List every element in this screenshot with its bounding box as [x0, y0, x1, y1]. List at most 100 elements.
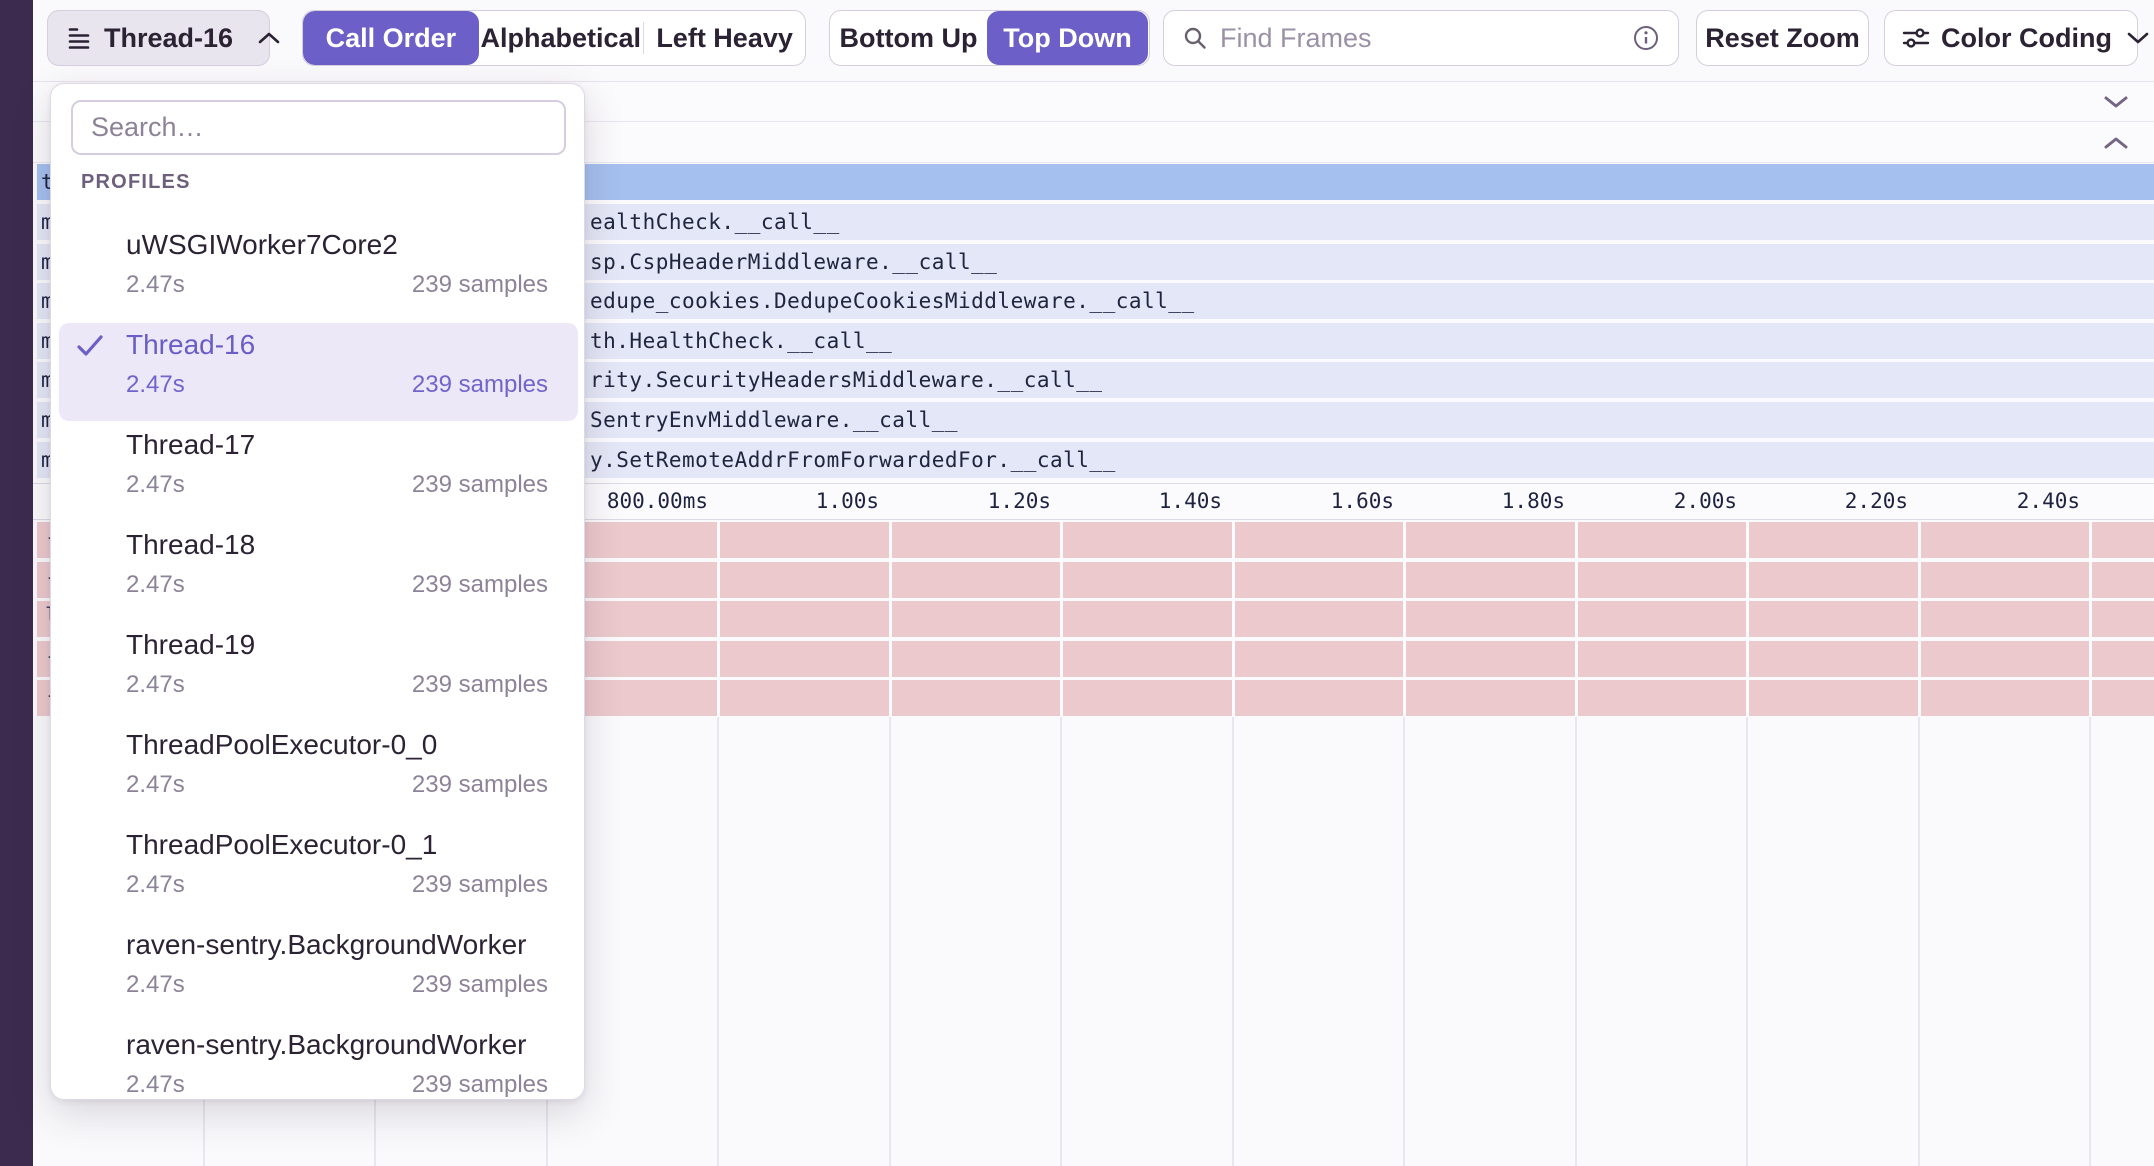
frame-label: edupe_cookies.DedupeCookiesMiddleware.__… — [590, 289, 1195, 313]
sliders-icon — [1901, 25, 1931, 51]
profile-item-name: Thread-17 — [126, 429, 256, 460]
profile-item-duration: 2.47s — [126, 271, 185, 298]
grid-line — [2089, 717, 2091, 1166]
axis-tick-label: 800.00ms — [606, 489, 708, 513]
profile-item-meta: 2.47s 239 samples — [126, 271, 548, 299]
profile-item-duration: 2.47s — [126, 671, 185, 698]
profile-item-samples: 239 samples — [411, 271, 548, 298]
profile-item-thread-16[interactable]: Thread-16 2.47s 239 samples — [59, 323, 578, 421]
profile-item-name: Thread-18 — [126, 529, 256, 560]
app-sidebar — [0, 0, 33, 1166]
thread-dropdown: PROFILES uWSGIWorker7Core2 2.47s 239 sampl… — [50, 83, 585, 1100]
profile-item-meta: 2.47s 239 samples — [126, 571, 548, 599]
profile-item-samples: 239 samples — [411, 871, 548, 898]
chevron-up-icon — [257, 31, 281, 45]
profile-item-samples: 239 samples — [411, 571, 548, 598]
chevron-down-icon[interactable] — [2102, 94, 2130, 110]
search-icon — [1182, 25, 1208, 51]
profile-item-samples: 239 samples — [411, 771, 548, 798]
profile-item-samples: 239 samples — [411, 1071, 548, 1098]
axis-tick-label: 2.40s — [2016, 489, 2080, 513]
grid-line — [1746, 520, 1749, 717]
sort-toggle-group: Call Order Alphabetical Left Heavy — [302, 10, 806, 66]
profile-item-samples: 239 samples — [411, 971, 548, 998]
profile-item-name: uWSGIWorker7Core2 — [126, 229, 398, 260]
grid-line — [1403, 520, 1406, 717]
color-coding-button[interactable]: Color Coding — [1884, 10, 2149, 66]
thread-selector-button[interactable]: Thread-16 — [47, 10, 280, 66]
grid-line — [1232, 717, 1234, 1166]
profile-item-raven-sentry-backgroundworker[interactable]: raven-sentry.BackgroundWorker 2.47s 239 sa… — [59, 1023, 578, 1121]
profile-item-meta: 2.47s 239 samples — [126, 1071, 548, 1099]
frame-label: ealthCheck.__call__ — [590, 210, 840, 234]
profile-item-threadpoolexecutor-0-0[interactable]: ThreadPoolExecutor-0_0 2.47s 239 samples — [59, 723, 578, 821]
grid-line — [1403, 717, 1405, 1166]
profile-item-raven-sentry-backgroundworker[interactable]: raven-sentry.BackgroundWorker 2.47s 239 sa… — [59, 923, 578, 1021]
grid-line — [1575, 717, 1577, 1166]
profile-item-duration: 2.47s — [126, 371, 185, 398]
direction-option-top-down[interactable]: Top Down — [987, 11, 1148, 65]
reset-zoom-label: Reset Zoom — [1705, 22, 1860, 53]
find-frames-field — [1163, 10, 1679, 66]
profile-item-samples: 239 samples — [411, 671, 548, 698]
grid-line — [1060, 717, 1062, 1166]
grid-line — [1746, 717, 1748, 1166]
profile-item-name: Thread-16 — [126, 329, 256, 360]
grid-line — [1575, 520, 1578, 717]
profile-item-duration: 2.47s — [126, 571, 185, 598]
profile-item-thread-17[interactable]: Thread-17 2.47s 239 samples — [59, 423, 578, 521]
grid-line — [717, 520, 720, 717]
profile-item-samples: 239 samples — [411, 371, 548, 398]
profile-item-duration: 2.47s — [126, 771, 185, 798]
profiles-section-label: PROFILES — [81, 171, 191, 193]
sort-option-call-order[interactable]: Call Order — [303, 11, 479, 65]
profile-item-duration: 2.47s — [126, 471, 185, 498]
profile-item-threadpoolexecutor-0-1[interactable]: ThreadPoolExecutor-0_1 2.47s 239 samples — [59, 823, 578, 921]
thread-selector-label: Thread-16 — [104, 22, 234, 53]
profile-item-name: raven-sentry.BackgroundWorker — [126, 929, 527, 960]
frame-label: rity.SecurityHeadersMiddleware.__call__ — [590, 368, 1103, 392]
direction-option-bottom-up[interactable]: Bottom Up — [839, 22, 978, 53]
grid-line — [1060, 520, 1063, 717]
profile-item-meta: 2.47s 239 samples — [126, 671, 548, 699]
profile-item-thread-19[interactable]: Thread-19 2.47s 239 samples — [59, 623, 578, 721]
toolbar: Thread-16 Call Order Alphabetical Left Hea… — [33, 0, 2154, 82]
sort-option-left-heavy[interactable]: Left Heavy — [656, 22, 793, 53]
sort-option-alphabetical[interactable]: Alphabetical — [480, 22, 642, 53]
grid-line — [1918, 717, 1920, 1166]
find-frames-input[interactable] — [1220, 22, 1632, 54]
frame-label: th.HealthCheck.__call__ — [590, 329, 893, 353]
frame-label: SentryEnvMiddleware.__call__ — [590, 408, 959, 432]
profile-item-samples: 239 samples — [411, 471, 548, 498]
profile-item-meta: 2.47s 239 samples — [126, 771, 548, 799]
frame-label: sp.CspHeaderMiddleware.__call__ — [590, 250, 998, 274]
grid-line — [2089, 520, 2092, 717]
profile-item-thread-18[interactable]: Thread-18 2.47s 239 samples — [59, 523, 578, 621]
grid-line — [1232, 520, 1235, 717]
axis-tick-label: 1.80s — [1501, 489, 1565, 513]
axis-tick-label: 1.40s — [1158, 489, 1222, 513]
grid-line — [717, 717, 719, 1166]
chevron-up-icon[interactable] — [2102, 135, 2130, 151]
color-coding-label: Color Coding — [1941, 22, 2112, 53]
profile-item-meta: 2.47s 239 samples — [126, 971, 548, 999]
list-icon — [64, 23, 94, 53]
dropdown-search-input[interactable] — [71, 100, 566, 155]
info-icon[interactable] — [1632, 24, 1660, 52]
checkmark-icon — [73, 331, 107, 361]
profile-item-meta: 2.47s 239 samples — [126, 871, 548, 899]
profile-item-meta: 2.47s 239 samples — [126, 371, 548, 399]
segment-divider — [642, 22, 645, 54]
profile-item-name: raven-sentry.BackgroundWorker — [126, 1029, 527, 1060]
axis-tick-label: 1.60s — [1330, 489, 1394, 513]
reset-zoom-button[interactable]: Reset Zoom — [1696, 10, 1869, 66]
profile-item-duration: 2.47s — [126, 971, 185, 998]
profile-item-duration: 2.47s — [126, 1071, 185, 1098]
grid-line — [1918, 520, 1921, 717]
profile-item-uwsgiworker7core2[interactable]: uWSGIWorker7Core2 2.47s 239 samples — [59, 223, 578, 321]
axis-tick-label: 1.20s — [987, 489, 1051, 513]
profile-item-name: Thread-19 — [126, 629, 256, 660]
grid-line — [889, 520, 892, 717]
grid-line — [889, 717, 891, 1166]
chevron-down-icon — [2126, 31, 2150, 45]
